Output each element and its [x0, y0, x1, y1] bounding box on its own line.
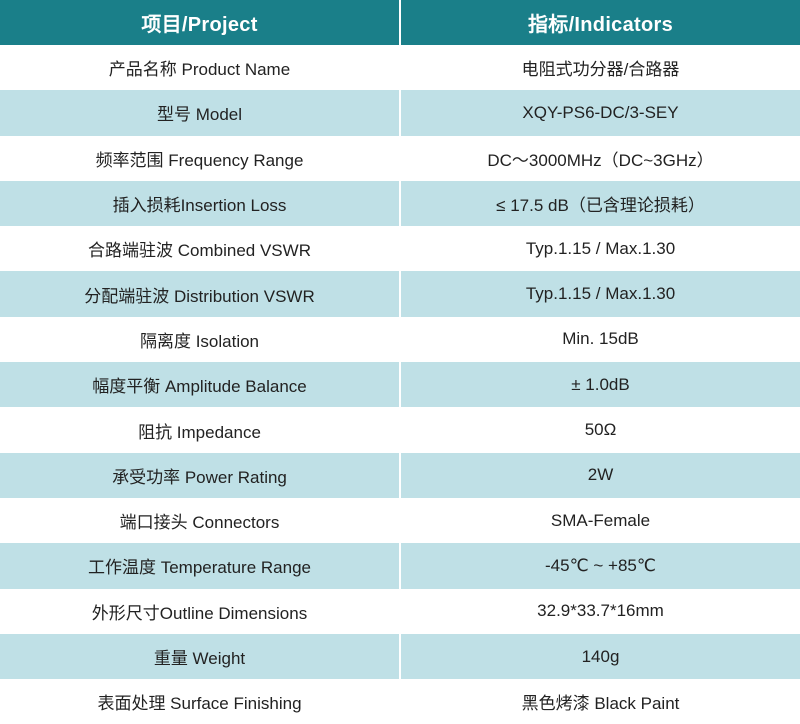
value-cell: 电阻式功分器/合路器 — [400, 45, 800, 91]
value-cell: 32.9*33.7*16mm — [400, 588, 800, 634]
param-cell: 插入损耗Insertion Loss — [0, 180, 401, 227]
param-cell: 幅度平衡 Amplitude Balance — [0, 362, 401, 408]
param-cell: 型号 Model — [0, 90, 401, 136]
param-cell: 端口接头 Connectors — [0, 497, 401, 544]
param-cell: 工作温度 Temperature Range — [0, 543, 401, 589]
table-row: 型号 Model XQY-PS6-DC/3-SEY — [0, 90, 800, 136]
param-cell: 合路端驻波 Combined VSWR — [0, 226, 401, 272]
value-cell: 2W — [400, 452, 800, 498]
table-row: 频率范围 Frequency Range DC～3000MHz（DC~3GHz） — [0, 135, 800, 181]
value-cell: DC～3000MHz（DC~3GHz） — [400, 135, 800, 181]
header-row: 项目/Project 指标/Indicators — [0, 0, 800, 45]
table-row: 工作温度 Temperature Range -45℃ ~ +85℃ — [0, 543, 800, 589]
column-header-indicators: 指标/Indicators — [400, 0, 800, 45]
param-cell: 重量 Weight — [0, 633, 401, 680]
param-cell: 产品名称 Product Name — [0, 45, 401, 91]
value-cell: Typ.1.15 / Max.1.30 — [400, 226, 800, 272]
param-cell: 分配端驻波 Distribution VSWR — [0, 271, 401, 317]
param-cell: 承受功率 Power Rating — [0, 452, 401, 498]
value-cell: ± 1.0dB — [400, 362, 800, 408]
table-row: 幅度平衡 Amplitude Balance ± 1.0dB — [0, 362, 800, 408]
param-cell: 外形尺寸Outline Dimensions — [0, 588, 401, 634]
table-row: 隔离度 Isolation Min. 15dB — [0, 316, 800, 363]
value-cell: -45℃ ~ +85℃ — [400, 543, 800, 589]
param-cell: 频率范围 Frequency Range — [0, 135, 401, 181]
value-cell: SMA-Female — [400, 497, 800, 544]
table-row: 外形尺寸Outline Dimensions 32.9*33.7*16mm — [0, 588, 800, 634]
value-cell: Typ.1.15 / Max.1.30 — [400, 271, 800, 317]
table-row: 产品名称 Product Name 电阻式功分器/合路器 — [0, 45, 800, 91]
param-cell: 隔离度 Isolation — [0, 316, 401, 363]
table-row: 阻抗 Impedance 50Ω — [0, 407, 800, 453]
table-row: 插入损耗Insertion Loss ≤ 17.5 dB（已含理论损耗） — [0, 180, 800, 227]
param-cell: 阻抗 Impedance — [0, 407, 401, 453]
table-body: 产品名称 Product Name 电阻式功分器/合路器 型号 Model XQ… — [0, 45, 800, 724]
column-header-project: 项目/Project — [0, 0, 401, 45]
value-cell: 黑色烤漆 Black Paint — [400, 679, 800, 724]
value-cell: 50Ω — [400, 407, 800, 453]
value-cell: 140g — [400, 633, 800, 680]
table-row: 承受功率 Power Rating 2W — [0, 452, 800, 498]
value-cell: ≤ 17.5 dB（已含理论损耗） — [400, 180, 800, 227]
value-cell: Min. 15dB — [400, 316, 800, 363]
table-row: 分配端驻波 Distribution VSWR Typ.1.15 / Max.1… — [0, 271, 800, 317]
table-row: 表面处理 Surface Finishing 黑色烤漆 Black Paint — [0, 679, 800, 724]
table-row: 合路端驻波 Combined VSWR Typ.1.15 / Max.1.30 — [0, 226, 800, 272]
table-row: 重量 Weight 140g — [0, 633, 800, 680]
param-cell: 表面处理 Surface Finishing — [0, 679, 401, 724]
table-row: 端口接头 Connectors SMA-Female — [0, 497, 800, 544]
value-cell: XQY-PS6-DC/3-SEY — [400, 90, 800, 136]
table-header: 项目/Project 指标/Indicators — [0, 0, 800, 45]
